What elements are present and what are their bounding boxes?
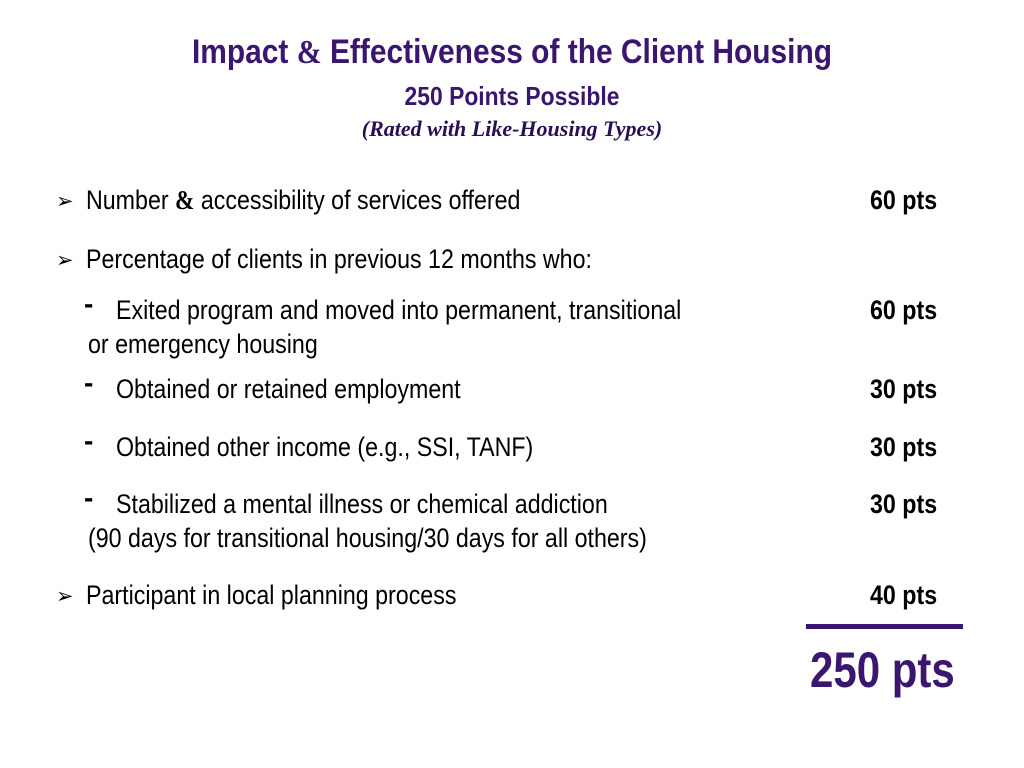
- criterion-points: 40 pts: [870, 580, 938, 610]
- criterion-text-part-2: accessibility of services offered: [194, 185, 521, 215]
- total-points: 250 pts: [810, 642, 955, 698]
- subcriterion-points: 30 pts: [870, 489, 938, 519]
- dash-bullet-icon: -: [84, 367, 94, 398]
- title-ampersand: &: [296, 34, 322, 71]
- criterion-points: 60 pts: [870, 185, 938, 215]
- slide-subtitle: 250 Points Possible: [404, 81, 620, 111]
- subcriterion-points: 60 pts: [870, 295, 938, 325]
- title-block: Impact & Effectiveness of the Client Hou…: [0, 32, 1024, 143]
- subcriterion-text: Stabilized a mental illness or chemical …: [116, 489, 608, 519]
- dash-bullet-icon: -: [84, 288, 94, 319]
- subcriterion-text: Exited program and moved into permanent,…: [116, 295, 682, 325]
- arrow-bullet-icon: ➢: [56, 248, 74, 272]
- subcriterion-points: 30 pts: [870, 374, 938, 404]
- criterion-text: Percentage of clients in previous 12 mon…: [86, 244, 592, 274]
- criterion-text: Participant in local planning process: [86, 580, 457, 610]
- criterion-text: Number & accessibility of services offer…: [86, 183, 520, 217]
- subcriterion-text: Obtained or retained employment: [116, 374, 461, 404]
- subcriterion-continuation: or emergency housing: [88, 329, 318, 359]
- subcriterion-points: 30 pts: [870, 432, 938, 462]
- criterion-ampersand: &: [175, 185, 195, 215]
- slide-note: (Rated with Like-Housing Types): [361, 116, 663, 141]
- subcriterion-text: Obtained other income (e.g., SSI, TANF): [116, 432, 534, 462]
- arrow-bullet-icon: ➢: [56, 584, 74, 608]
- title-text-part-1: Impact: [191, 33, 297, 71]
- dash-bullet-icon: -: [84, 425, 94, 456]
- total-divider: [806, 624, 963, 629]
- slide-title: Impact & Effectiveness of the Client Hou…: [61, 32, 962, 73]
- criterion-text-part-1: Number: [86, 185, 176, 215]
- title-text-part-2: Effectiveness of the Client Housing: [321, 33, 833, 71]
- subcriterion-continuation: (90 days for transitional housing/30 day…: [88, 523, 647, 553]
- dash-bullet-icon: -: [84, 482, 94, 513]
- arrow-bullet-icon: ➢: [56, 189, 74, 213]
